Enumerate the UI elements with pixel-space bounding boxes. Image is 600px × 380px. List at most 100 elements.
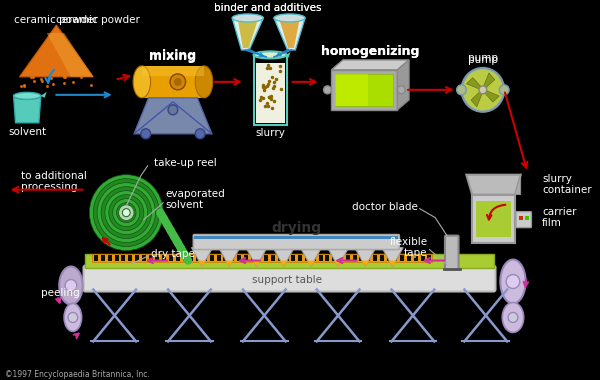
FancyBboxPatch shape <box>155 255 160 261</box>
FancyBboxPatch shape <box>407 255 411 261</box>
FancyBboxPatch shape <box>193 234 400 250</box>
FancyBboxPatch shape <box>394 255 397 261</box>
Text: support table: support table <box>251 274 322 285</box>
Polygon shape <box>361 261 369 266</box>
Circle shape <box>141 129 151 139</box>
Polygon shape <box>484 90 499 102</box>
FancyBboxPatch shape <box>256 63 284 123</box>
Polygon shape <box>307 261 315 266</box>
FancyBboxPatch shape <box>359 255 364 261</box>
Polygon shape <box>218 248 240 266</box>
Polygon shape <box>41 92 47 98</box>
Circle shape <box>113 199 140 226</box>
Text: carrier
film: carrier film <box>542 207 577 228</box>
Text: pump: pump <box>468 53 498 63</box>
Circle shape <box>170 74 185 90</box>
Polygon shape <box>19 25 93 77</box>
Polygon shape <box>246 248 267 266</box>
Polygon shape <box>226 261 233 266</box>
Circle shape <box>461 68 504 112</box>
Polygon shape <box>198 261 206 266</box>
Circle shape <box>506 274 520 288</box>
Circle shape <box>168 105 178 115</box>
Text: mixing: mixing <box>149 51 196 63</box>
Polygon shape <box>191 248 213 266</box>
FancyBboxPatch shape <box>335 74 394 106</box>
FancyBboxPatch shape <box>380 255 384 261</box>
Ellipse shape <box>14 92 41 99</box>
Text: evaporated
solvent: evaporated solvent <box>165 189 225 211</box>
FancyBboxPatch shape <box>353 255 356 261</box>
Text: slurry: slurry <box>255 128 285 138</box>
FancyBboxPatch shape <box>194 236 398 239</box>
Ellipse shape <box>195 66 213 98</box>
Circle shape <box>101 187 152 239</box>
FancyBboxPatch shape <box>92 253 433 261</box>
Polygon shape <box>328 248 349 266</box>
Text: drying: drying <box>271 221 322 234</box>
Polygon shape <box>466 78 481 89</box>
Circle shape <box>68 312 78 323</box>
Ellipse shape <box>64 304 82 331</box>
Ellipse shape <box>232 14 263 22</box>
FancyBboxPatch shape <box>176 255 180 261</box>
FancyBboxPatch shape <box>472 195 515 242</box>
Polygon shape <box>331 60 409 70</box>
Circle shape <box>174 78 182 86</box>
FancyBboxPatch shape <box>142 66 204 98</box>
FancyBboxPatch shape <box>217 255 221 261</box>
FancyBboxPatch shape <box>142 255 146 261</box>
FancyBboxPatch shape <box>251 255 254 261</box>
Text: doctor blade: doctor blade <box>352 202 418 212</box>
FancyBboxPatch shape <box>373 255 377 261</box>
Circle shape <box>119 205 134 221</box>
FancyBboxPatch shape <box>284 255 289 261</box>
Circle shape <box>397 86 405 94</box>
Text: binder and additives: binder and additives <box>214 3 322 13</box>
Ellipse shape <box>274 14 305 22</box>
FancyBboxPatch shape <box>237 255 241 261</box>
FancyBboxPatch shape <box>386 255 391 261</box>
FancyBboxPatch shape <box>210 255 214 261</box>
FancyBboxPatch shape <box>149 255 152 261</box>
FancyBboxPatch shape <box>257 255 262 261</box>
FancyBboxPatch shape <box>169 255 173 261</box>
Polygon shape <box>300 248 322 266</box>
FancyBboxPatch shape <box>244 255 248 261</box>
Polygon shape <box>47 33 93 77</box>
Text: ceramic powder: ceramic powder <box>56 15 140 25</box>
Ellipse shape <box>133 66 151 98</box>
FancyBboxPatch shape <box>223 255 227 261</box>
FancyBboxPatch shape <box>190 255 193 261</box>
Polygon shape <box>273 248 295 266</box>
Polygon shape <box>484 73 495 88</box>
Circle shape <box>479 86 487 94</box>
FancyBboxPatch shape <box>325 255 329 261</box>
FancyBboxPatch shape <box>445 236 458 269</box>
Text: ©1997 Encyclopaedia Britannica, Inc.: ©1997 Encyclopaedia Britannica, Inc. <box>5 370 149 379</box>
Text: homogenizing: homogenizing <box>321 46 419 59</box>
FancyBboxPatch shape <box>476 201 511 237</box>
FancyBboxPatch shape <box>400 255 404 261</box>
FancyBboxPatch shape <box>427 255 431 261</box>
Polygon shape <box>355 248 376 266</box>
Text: solvent: solvent <box>8 127 46 137</box>
FancyBboxPatch shape <box>101 255 105 261</box>
FancyBboxPatch shape <box>278 255 282 261</box>
Ellipse shape <box>59 266 83 304</box>
Text: ceramic powder: ceramic powder <box>14 15 98 25</box>
Polygon shape <box>334 261 342 266</box>
Polygon shape <box>14 96 41 123</box>
Circle shape <box>499 85 509 95</box>
Circle shape <box>195 129 205 139</box>
FancyBboxPatch shape <box>524 215 529 220</box>
Polygon shape <box>232 18 263 50</box>
Text: homogenizing: homogenizing <box>321 46 419 59</box>
FancyBboxPatch shape <box>332 255 336 261</box>
Circle shape <box>109 195 144 231</box>
Text: take-up reel: take-up reel <box>154 158 216 168</box>
FancyBboxPatch shape <box>366 255 370 261</box>
FancyBboxPatch shape <box>121 255 125 261</box>
Polygon shape <box>515 175 521 195</box>
FancyBboxPatch shape <box>264 255 268 261</box>
